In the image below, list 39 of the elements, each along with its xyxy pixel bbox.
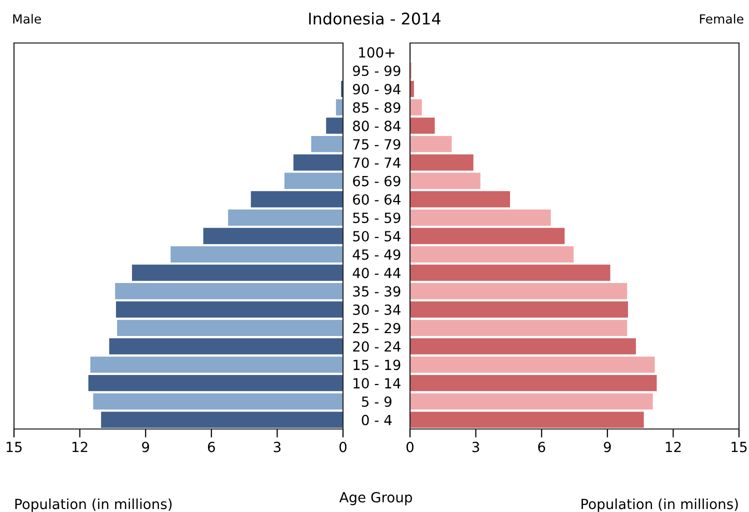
x-tick-label: 3: [472, 442, 480, 452]
y-axis-title: Age Group: [339, 492, 412, 506]
y-tick-label: 15 - 19: [354, 360, 400, 370]
y-tick-label: 0 - 4: [362, 414, 392, 426]
chart-subtitle: Female: [700, 14, 744, 24]
y-tick-label: 95 - 99: [352, 66, 400, 76]
chart-title: Indonesia - 2014: [309, 12, 441, 25]
y-tick-label: 70 - 74: [353, 157, 400, 168]
x-axis-title: Population (in millions): [15, 498, 172, 512]
y-tick-label: 30 - 34: [353, 304, 400, 315]
y-tick-label: 10 - 14: [354, 378, 400, 389]
x-tick-label: 12: [666, 442, 681, 452]
x-tick-label: 0: [406, 442, 414, 452]
y-tick-label: 45 - 49: [352, 249, 400, 260]
y-tick-label: 65 - 69: [353, 176, 400, 186]
x-tick-label: 9: [604, 442, 611, 452]
y-tick-label: 40 - 44: [352, 268, 400, 278]
x-tick-label: 9: [142, 442, 150, 452]
y-tick-label: 60 - 64: [353, 194, 400, 205]
x-tick-label: 12: [72, 442, 88, 452]
y-tick-label: 35 - 39: [353, 286, 400, 297]
x-tick-label: 3: [274, 442, 281, 452]
y-tick-label: 80 - 84: [353, 120, 400, 132]
chart-subtitle: Male: [13, 14, 41, 24]
x-tick-label: 6: [538, 442, 546, 452]
x-tick-label: 6: [208, 442, 215, 452]
x-axis-title: Population (in millions): [582, 498, 738, 512]
y-tick-label: 50 - 54: [353, 230, 400, 242]
x-tick-label: 0: [339, 442, 346, 452]
y-tick-label: 20 - 24: [353, 341, 400, 352]
y-tick-label: 25 - 29: [353, 322, 400, 334]
x-tick-label: 15: [6, 442, 22, 452]
y-tick-label: 75 - 79: [353, 139, 400, 150]
y-tick-label: 85 - 89: [353, 102, 400, 113]
x-tick-label: 15: [732, 442, 747, 452]
y-tick-label: 55 - 59: [353, 212, 400, 224]
y-tick-label: 5 - 9: [362, 396, 392, 407]
y-tick-label: 100+: [359, 47, 394, 58]
y-tick-label: 90 - 94: [352, 84, 400, 94]
